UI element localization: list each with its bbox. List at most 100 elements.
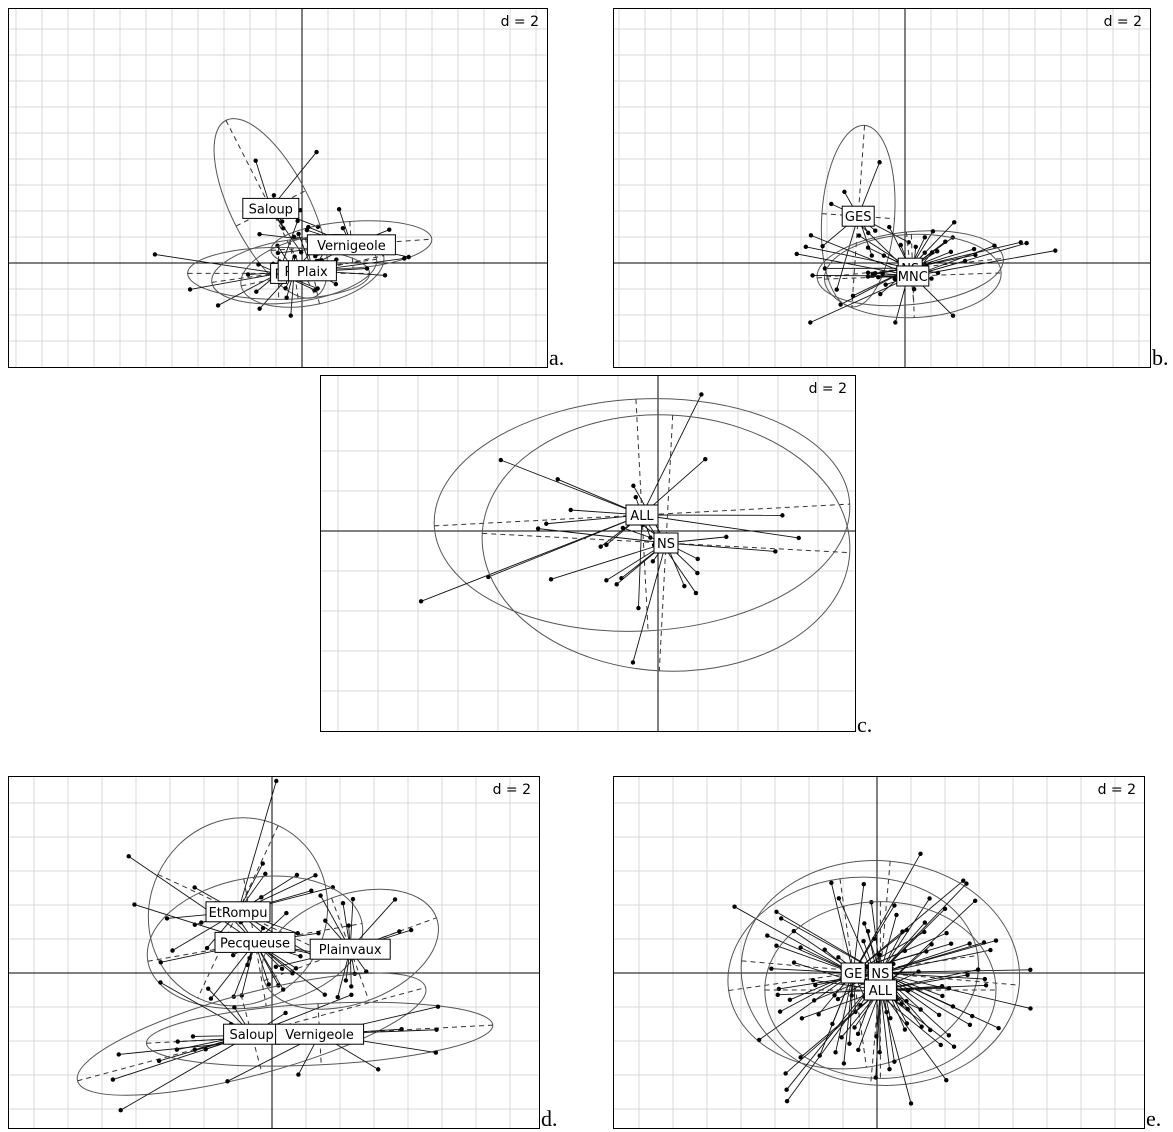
group-label-plainvaux: Plainvaux	[310, 939, 390, 959]
data-point	[337, 207, 341, 211]
group-label-ge: GE	[841, 963, 865, 983]
panel-b: GESNSMNC d = 2	[613, 8, 1151, 368]
data-point	[967, 941, 971, 945]
data-point	[837, 896, 841, 900]
data-point	[703, 457, 707, 461]
panel-a-plot: SaloupVernigeolePPlaPlaix	[9, 9, 547, 367]
data-point	[935, 249, 939, 253]
data-point	[536, 526, 540, 530]
data-point	[973, 899, 977, 903]
data-point	[344, 978, 348, 982]
data-point	[773, 549, 777, 553]
star-ray	[666, 543, 775, 551]
data-point	[812, 998, 816, 1002]
data-point	[810, 273, 814, 277]
group-label-etrompu: EtRompu	[206, 902, 270, 922]
group-label-all: ALL	[864, 980, 896, 1000]
data-point	[877, 160, 881, 164]
data-point	[866, 245, 870, 249]
data-point	[598, 544, 602, 548]
data-point	[788, 998, 792, 1002]
data-point	[296, 1072, 300, 1076]
data-point	[893, 277, 897, 281]
group-label-ges: GES	[842, 206, 874, 226]
data-point	[549, 577, 553, 581]
data-point	[188, 287, 192, 291]
data-point	[777, 987, 781, 991]
data-point	[434, 1050, 438, 1054]
star-ray	[129, 856, 255, 942]
data-point	[931, 229, 935, 233]
data-point	[829, 881, 833, 885]
data-point	[349, 984, 353, 988]
data-point	[192, 885, 196, 889]
data-point	[323, 992, 327, 996]
data-point	[965, 973, 969, 977]
data-point	[253, 158, 257, 162]
label-text: MNC	[898, 270, 928, 285]
data-point	[294, 966, 298, 970]
data-point	[833, 1050, 837, 1054]
data-point	[866, 274, 870, 278]
data-point	[836, 955, 840, 959]
data-point	[930, 250, 934, 254]
label-text: Vernigeole	[285, 1028, 354, 1043]
data-point	[809, 233, 813, 237]
data-point	[365, 266, 369, 270]
data-point	[783, 1071, 787, 1075]
data-point	[318, 893, 322, 897]
data-point	[315, 286, 319, 290]
data-point	[820, 244, 824, 248]
data-point	[940, 984, 944, 988]
panel-d-letter: d.	[541, 1106, 558, 1132]
star-ray	[501, 460, 642, 515]
data-point	[694, 591, 698, 595]
data-point	[856, 1048, 860, 1052]
data-point	[949, 941, 953, 945]
data-point	[263, 872, 267, 876]
grid	[614, 9, 1150, 367]
data-point	[947, 1033, 951, 1037]
data-point	[797, 536, 801, 540]
data-point	[836, 997, 840, 1001]
data-point	[842, 190, 846, 194]
data-point	[316, 931, 320, 935]
panel-e-letter: e.	[1146, 1106, 1161, 1132]
group-label-saloup: Saloup	[224, 1024, 280, 1044]
data-point	[892, 1059, 896, 1063]
data-point	[887, 1067, 891, 1071]
label-text: GE	[844, 967, 862, 982]
data-point	[256, 262, 260, 266]
data-point	[117, 1052, 121, 1056]
panel-a-letter: a.	[549, 345, 564, 371]
data-point	[944, 1078, 948, 1082]
data-point	[784, 1088, 788, 1092]
panel-e-scale-label: d = 2	[1098, 782, 1136, 798]
data-point	[900, 929, 904, 933]
data-point	[158, 980, 162, 984]
data-point	[870, 253, 874, 257]
data-point	[984, 983, 988, 987]
data-point	[216, 303, 220, 307]
data-point	[651, 559, 655, 563]
data-point	[284, 295, 288, 299]
label-text: Plaix	[297, 265, 328, 280]
data-point	[916, 969, 920, 973]
data-point	[283, 1011, 287, 1015]
data-point	[894, 913, 898, 917]
data-point	[323, 918, 327, 922]
data-point	[874, 1075, 878, 1079]
data-point	[696, 557, 700, 561]
data-point	[943, 239, 947, 243]
data-point	[779, 916, 783, 920]
label-text: Vernigeole	[317, 239, 386, 254]
star-ray	[880, 898, 929, 973]
data-point	[127, 854, 131, 858]
data-point	[387, 227, 391, 231]
data-point	[274, 779, 278, 783]
data-point	[972, 247, 976, 251]
data-point	[914, 245, 918, 249]
